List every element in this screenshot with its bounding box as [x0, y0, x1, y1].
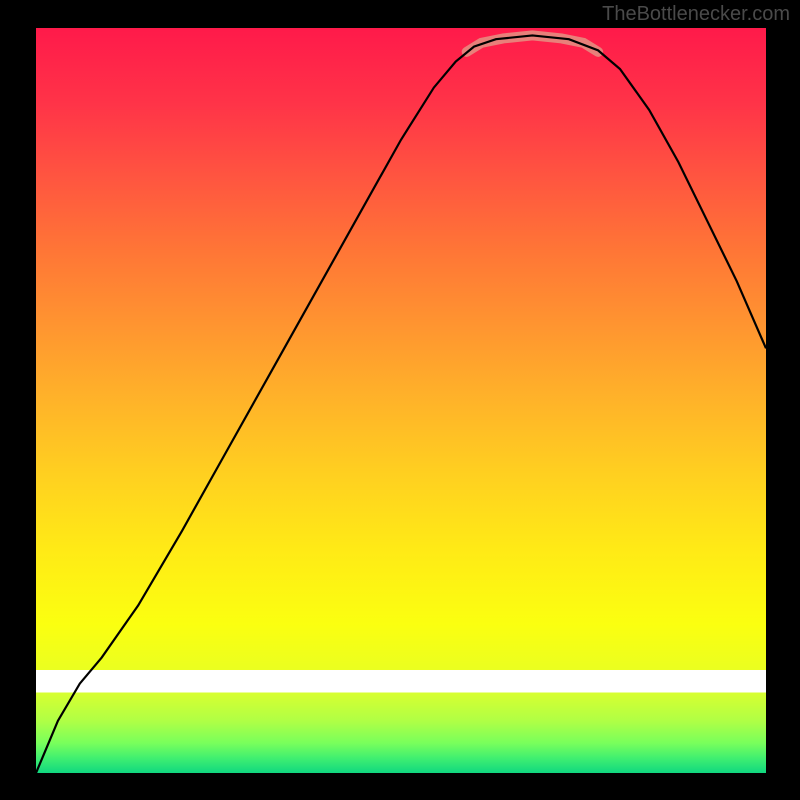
chart-svg	[36, 28, 766, 773]
watermark-text: TheBottlenecker.com	[602, 3, 790, 26]
chart-container	[36, 28, 766, 773]
